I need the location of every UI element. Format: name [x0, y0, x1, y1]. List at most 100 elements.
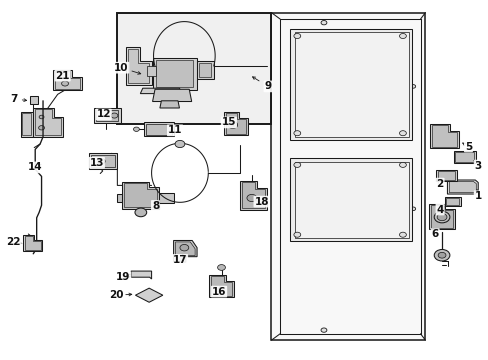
Polygon shape: [33, 108, 62, 137]
Bar: [94, 108, 121, 123]
Text: 5: 5: [464, 141, 471, 152]
Polygon shape: [173, 240, 197, 262]
Polygon shape: [175, 242, 195, 261]
Polygon shape: [209, 275, 233, 297]
Text: 22: 22: [6, 237, 21, 247]
Polygon shape: [428, 204, 454, 229]
Circle shape: [175, 140, 184, 148]
Polygon shape: [152, 58, 196, 90]
Polygon shape: [135, 288, 163, 302]
Circle shape: [39, 126, 44, 130]
Text: 4: 4: [435, 204, 443, 215]
Bar: [437, 171, 454, 180]
Polygon shape: [199, 63, 211, 77]
Polygon shape: [128, 49, 149, 83]
Text: 16: 16: [211, 287, 226, 297]
Bar: [444, 197, 460, 206]
Circle shape: [399, 33, 406, 39]
Circle shape: [246, 194, 256, 202]
Text: 7: 7: [10, 94, 18, 104]
Text: 12: 12: [96, 109, 111, 120]
Text: 17: 17: [172, 255, 187, 265]
Circle shape: [399, 162, 406, 167]
Polygon shape: [239, 181, 266, 210]
Bar: [146, 66, 155, 76]
Polygon shape: [294, 32, 408, 137]
Circle shape: [436, 213, 446, 221]
Circle shape: [135, 208, 146, 217]
Polygon shape: [131, 271, 151, 279]
Circle shape: [39, 115, 44, 119]
Polygon shape: [447, 180, 477, 194]
Bar: [271, 13, 425, 340]
Bar: [446, 198, 458, 205]
Polygon shape: [429, 124, 458, 148]
Text: 11: 11: [167, 125, 182, 135]
Polygon shape: [289, 158, 411, 241]
Circle shape: [97, 158, 105, 164]
Polygon shape: [35, 109, 61, 135]
Bar: [435, 170, 456, 181]
Circle shape: [180, 244, 188, 251]
Polygon shape: [124, 183, 157, 207]
Circle shape: [217, 265, 225, 270]
Text: 14: 14: [28, 162, 42, 172]
Circle shape: [399, 232, 406, 237]
Circle shape: [133, 127, 139, 131]
Bar: [146, 124, 171, 135]
Circle shape: [293, 162, 300, 167]
Polygon shape: [117, 194, 122, 202]
Polygon shape: [152, 89, 191, 102]
Polygon shape: [453, 151, 475, 163]
Polygon shape: [294, 162, 408, 238]
Text: 21: 21: [55, 71, 70, 81]
Circle shape: [111, 113, 118, 118]
Polygon shape: [225, 113, 246, 134]
Text: 3: 3: [474, 161, 481, 171]
Text: 2: 2: [436, 179, 443, 189]
Polygon shape: [448, 181, 475, 193]
Polygon shape: [156, 60, 192, 87]
Text: 6: 6: [431, 229, 438, 239]
Polygon shape: [430, 205, 452, 228]
Polygon shape: [289, 29, 411, 140]
Polygon shape: [55, 71, 80, 89]
Polygon shape: [22, 113, 31, 135]
Circle shape: [399, 131, 406, 136]
Circle shape: [320, 21, 326, 25]
Circle shape: [293, 131, 300, 136]
Circle shape: [61, 81, 68, 86]
Circle shape: [433, 249, 449, 261]
Circle shape: [433, 211, 449, 223]
Text: 19: 19: [116, 272, 130, 282]
Bar: [30, 96, 38, 104]
Circle shape: [227, 121, 237, 129]
Polygon shape: [140, 88, 182, 94]
Text: 15: 15: [221, 117, 236, 127]
Polygon shape: [211, 276, 231, 296]
Polygon shape: [159, 193, 173, 203]
Circle shape: [293, 232, 300, 237]
Circle shape: [293, 33, 300, 39]
Polygon shape: [125, 47, 151, 85]
Bar: [96, 110, 118, 121]
Bar: [91, 155, 115, 167]
Polygon shape: [53, 70, 82, 90]
Polygon shape: [431, 125, 456, 147]
Polygon shape: [196, 61, 213, 79]
Bar: [89, 153, 117, 169]
Polygon shape: [122, 182, 159, 209]
Circle shape: [410, 207, 415, 211]
Polygon shape: [25, 236, 41, 250]
Text: 9: 9: [264, 81, 271, 91]
Text: 10: 10: [114, 63, 128, 73]
Polygon shape: [20, 112, 33, 137]
Text: 18: 18: [254, 197, 268, 207]
Bar: [117, 13, 271, 124]
Text: 1: 1: [474, 191, 481, 201]
Polygon shape: [241, 182, 264, 208]
Circle shape: [320, 328, 326, 332]
Text: 20: 20: [109, 290, 123, 300]
Polygon shape: [454, 152, 473, 162]
Polygon shape: [160, 101, 179, 108]
